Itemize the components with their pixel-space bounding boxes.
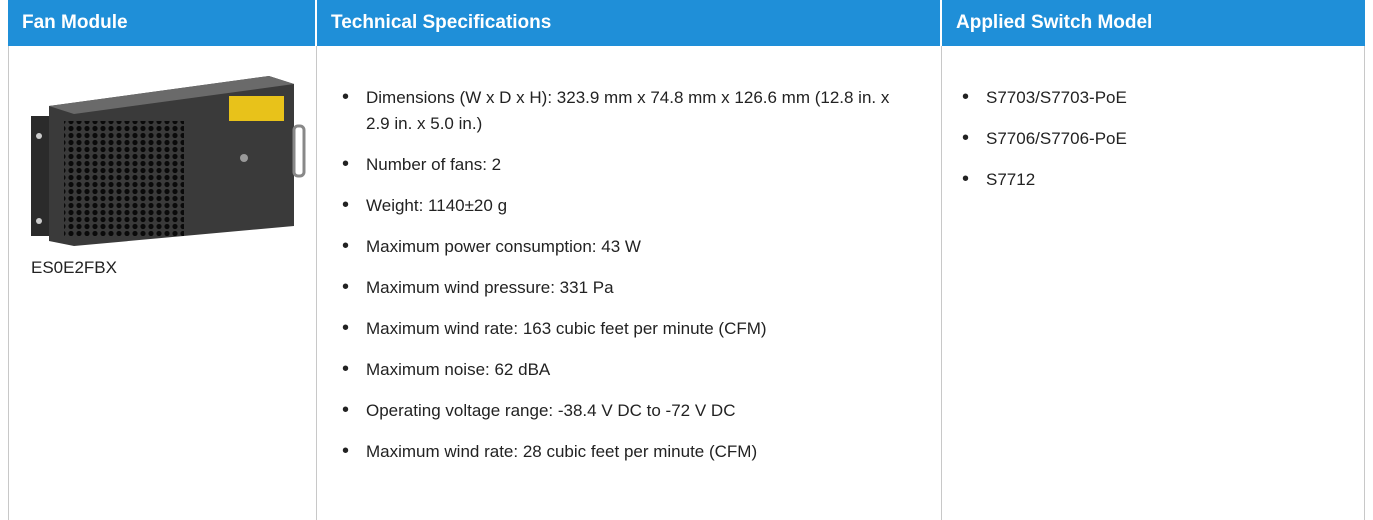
spec-item: Maximum noise: 62 dBA [366, 357, 906, 383]
spec-item: Maximum wind rate: 28 cubic feet per min… [366, 439, 906, 465]
spec-item: Number of fans: 2 [366, 152, 906, 178]
spec-item: Weight: 1140±20 g [366, 193, 906, 219]
spec-table: Fan Module Technical Specifications Appl… [0, 0, 1373, 520]
switch-item: S7712 [986, 167, 1364, 193]
spec-item: Maximum power consumption: 43 W [366, 234, 906, 260]
spec-list: Dimensions (W x D x H): 323.9 mm x 74.8 … [366, 85, 906, 465]
specs-cell: Dimensions (W x D x H): 323.9 mm x 74.8 … [316, 46, 941, 520]
switch-cell: S7703/S7703-PoE S7706/S7706-PoE S7712 [941, 46, 1365, 520]
switch-item: S7706/S7706-PoE [986, 126, 1364, 152]
header-cell: Technical Specifications [316, 0, 940, 46]
spec-item: Maximum wind pressure: 331 Pa [366, 275, 906, 301]
spec-item: Maximum wind rate: 163 cubic feet per mi… [366, 316, 906, 342]
spec-item: Dimensions (W x D x H): 323.9 mm x 74.8 … [366, 85, 906, 137]
image-cell: ES0E2FBX [8, 46, 316, 520]
header-cell: Fan Module [8, 0, 315, 46]
spec-item: Operating voltage range: -38.4 V DC to -… [366, 398, 906, 424]
fan-image [19, 76, 319, 266]
model-name: ES0E2FBX [31, 258, 117, 278]
switch-list: S7703/S7703-PoE S7706/S7706-PoE S7712 [986, 85, 1364, 193]
switch-item: S7703/S7703-PoE [986, 85, 1364, 111]
header-cell: Applied Switch Model [941, 0, 1365, 46]
